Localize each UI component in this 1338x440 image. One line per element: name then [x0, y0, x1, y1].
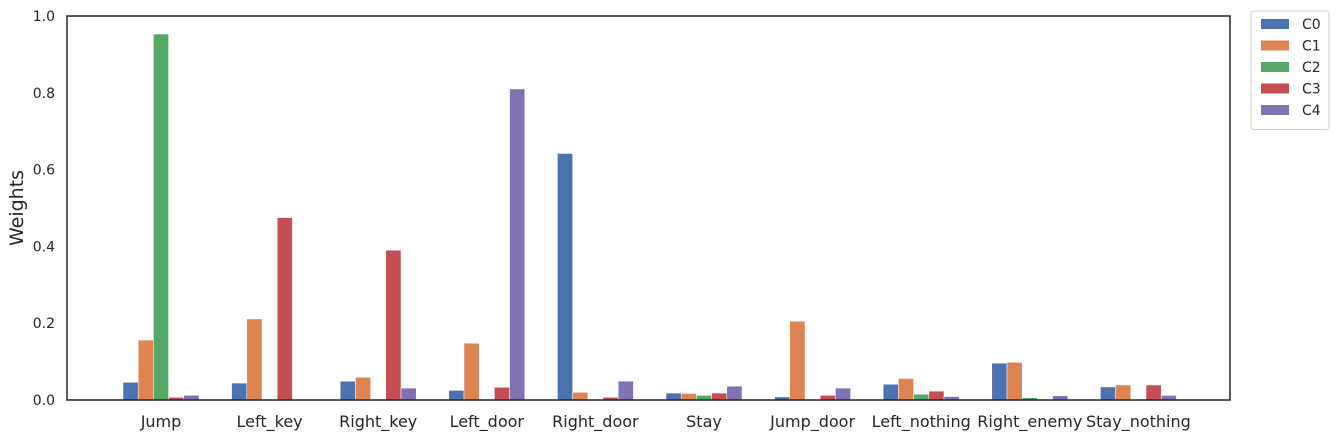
bar-C1-Stay_nothing	[1115, 384, 1132, 401]
legend: C0 C1 C2 C3 C4	[1250, 10, 1330, 130]
bar-C3-Left_door	[494, 387, 510, 401]
x-tick-label: Jump_door	[769, 412, 855, 432]
bar-C0-Jump	[122, 382, 139, 401]
bar-C0-Stay_nothing	[1100, 386, 1116, 401]
bar-C1-Left_nothing	[898, 378, 914, 401]
bar-C2-Jump	[153, 33, 169, 401]
bar-C4-Right_key	[400, 387, 417, 401]
bar-C4-Left_door	[509, 88, 526, 401]
bar-C0-Stay	[665, 392, 682, 401]
bar-C4-Stay	[726, 385, 743, 401]
legend-swatch-C1	[1261, 40, 1289, 51]
bar-C1-Right_key	[355, 377, 371, 401]
bar-C4-Jump_door	[835, 387, 851, 401]
x-tick-label: Right_door	[552, 412, 639, 432]
legend-label-C3: C3	[1302, 82, 1321, 98]
bar-C0-Right_enemy	[991, 362, 1008, 401]
x-tick-label: Right_key	[339, 412, 417, 432]
x-axis-ticks: Jump Left_key Right_key Left_door Right_door…	[140, 412, 1191, 432]
y-tick-label: 0.2	[33, 316, 55, 332]
y-axis-label: Weights	[6, 170, 28, 246]
bar-C0-Right_door	[557, 153, 573, 401]
bar-C0-Right_key	[339, 380, 356, 401]
x-tick-label: Jump	[140, 412, 182, 431]
legend-swatch-C3	[1261, 83, 1289, 94]
x-tick-label: Stay	[686, 412, 722, 431]
bar-C3-Stay	[711, 392, 728, 401]
bar-C0-Left_nothing	[882, 384, 899, 401]
y-tick-label: 0.6	[33, 163, 55, 179]
legend-label-C0: C0	[1302, 17, 1321, 33]
x-tick-label: Left_key	[237, 412, 303, 432]
y-axis-ticks: 0.0 0.2 0.4 0.6 0.8 1.0	[33, 9, 55, 409]
x-tick-label: Right_enemy	[977, 412, 1082, 432]
legend-swatch-C0	[1261, 19, 1289, 29]
bar-C3-Right_key	[385, 249, 402, 401]
bar-C0-Left_door	[448, 390, 465, 401]
bar-C1-Jump	[137, 339, 154, 401]
y-tick-label: 0.0	[33, 393, 55, 409]
legend-label-C1: C1	[1302, 39, 1321, 55]
bar-C3-Stay_nothing	[1145, 384, 1162, 401]
legend-swatch-C2	[1261, 62, 1289, 72]
bars-group	[122, 33, 1177, 401]
x-tick-label: Left_nothing	[872, 412, 971, 432]
legend-label-C2: C2	[1302, 60, 1321, 76]
bar-C1-Stay	[680, 393, 697, 401]
legend-label-C4: C4	[1302, 103, 1321, 119]
y-tick-label: 0.4	[33, 239, 55, 255]
bar-C1-Right_door	[572, 392, 589, 401]
bar-C1-Right_enemy	[1006, 362, 1023, 401]
bar-C3-Left_nothing	[928, 390, 945, 401]
bar-C0-Left_key	[231, 382, 248, 401]
y-tick-label: 1.0	[33, 9, 55, 25]
bar-C4-Right_door	[617, 380, 634, 401]
bar-C1-Jump_door	[789, 321, 806, 401]
bar-C1-Left_door	[463, 342, 480, 401]
y-tick-label: 0.8	[33, 86, 55, 102]
plot-frame	[66, 15, 1231, 401]
legend-swatch-C4	[1261, 105, 1289, 115]
bar-C1-Left_key	[246, 318, 263, 401]
x-tick-label: Stay_nothing	[1086, 412, 1191, 432]
x-tick-label: Left_door	[450, 412, 525, 432]
bar-C3-Left_key	[276, 217, 293, 401]
bar-C2-Left_nothing	[913, 393, 930, 401]
